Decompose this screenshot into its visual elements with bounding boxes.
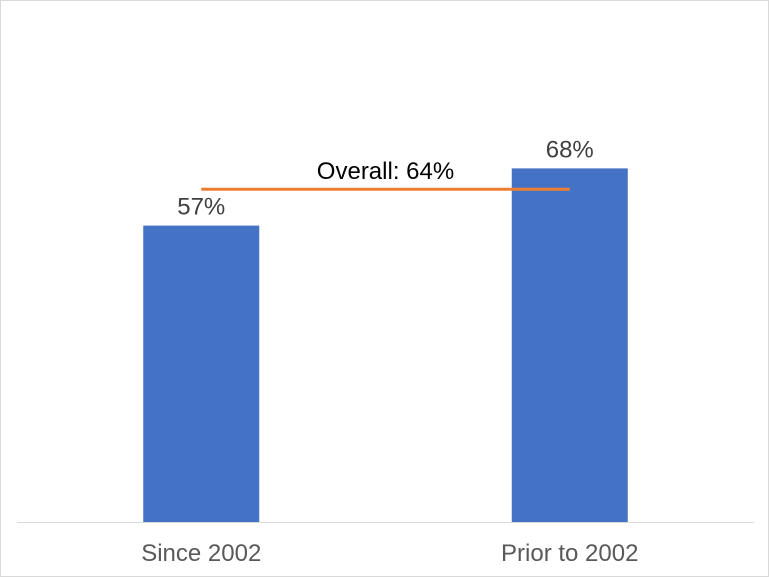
data-label-0: 57% <box>177 194 225 221</box>
bar-1 <box>511 168 628 522</box>
data-labels-layer: 57% 68% <box>177 136 594 220</box>
bars-layer <box>143 168 628 522</box>
x-tick-label-1: Prior to 2002 <box>501 540 638 567</box>
overall-reference-label: Overall: 64% <box>317 158 454 185</box>
x-tick-labels-layer: Since 2002 Prior to 2002 <box>141 540 638 567</box>
data-label-1: 68% <box>546 136 594 163</box>
x-tick-label-0: Since 2002 <box>141 540 261 567</box>
bar-0 <box>143 225 260 522</box>
